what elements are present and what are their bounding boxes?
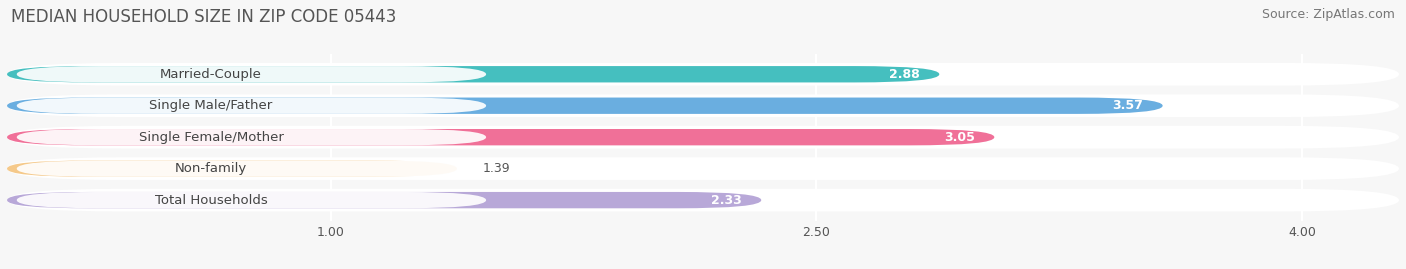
FancyBboxPatch shape xyxy=(7,94,1399,117)
FancyBboxPatch shape xyxy=(17,161,486,177)
FancyBboxPatch shape xyxy=(17,66,486,82)
Text: 3.57: 3.57 xyxy=(1112,99,1143,112)
FancyBboxPatch shape xyxy=(7,66,939,82)
Text: 1.39: 1.39 xyxy=(482,162,510,175)
FancyBboxPatch shape xyxy=(7,126,1399,148)
Text: Total Households: Total Households xyxy=(155,194,267,207)
FancyBboxPatch shape xyxy=(7,192,761,208)
FancyBboxPatch shape xyxy=(7,129,994,145)
Text: Married-Couple: Married-Couple xyxy=(160,68,262,81)
Text: Non-family: Non-family xyxy=(174,162,247,175)
FancyBboxPatch shape xyxy=(7,161,457,177)
Text: Single Male/Father: Single Male/Father xyxy=(149,99,273,112)
Text: 3.05: 3.05 xyxy=(943,131,974,144)
FancyBboxPatch shape xyxy=(7,157,1399,180)
Text: Single Female/Mother: Single Female/Mother xyxy=(139,131,284,144)
Text: 2.88: 2.88 xyxy=(889,68,920,81)
FancyBboxPatch shape xyxy=(7,98,1163,114)
FancyBboxPatch shape xyxy=(17,98,486,114)
Text: Source: ZipAtlas.com: Source: ZipAtlas.com xyxy=(1261,8,1395,21)
FancyBboxPatch shape xyxy=(17,192,486,208)
FancyBboxPatch shape xyxy=(17,129,486,145)
Text: MEDIAN HOUSEHOLD SIZE IN ZIP CODE 05443: MEDIAN HOUSEHOLD SIZE IN ZIP CODE 05443 xyxy=(11,8,396,26)
FancyBboxPatch shape xyxy=(7,189,1399,211)
FancyBboxPatch shape xyxy=(7,63,1399,86)
Text: 2.33: 2.33 xyxy=(711,194,742,207)
